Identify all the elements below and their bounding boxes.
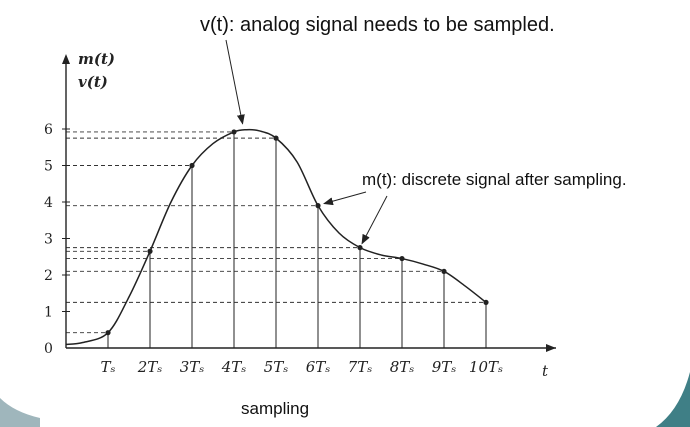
- sample-point: [273, 135, 279, 141]
- y-tick-label: 2: [44, 268, 53, 284]
- analog-curve: [65, 128, 487, 346]
- analog-arrow: [225, 39, 245, 125]
- y-axis-label-v: v(t): [78, 73, 108, 91]
- sample-point: [315, 203, 321, 209]
- y-tick-label: 3: [44, 232, 53, 248]
- x-tick-label: 2Tₛ: [137, 358, 163, 376]
- sample-point: [441, 268, 447, 274]
- sample-point: [147, 248, 153, 254]
- chart-caption: sampling: [241, 399, 310, 418]
- axes: [62, 54, 556, 352]
- x-tick-label: 4Tₛ: [221, 358, 247, 376]
- sample-point: [483, 299, 489, 305]
- x-tick-label: 5Tₛ: [264, 358, 289, 376]
- sample-point: [357, 245, 363, 251]
- y-tick-label: 6: [44, 122, 53, 138]
- x-tick-label: 3Tₛ: [180, 358, 205, 376]
- analog-annotation: v(t): analog signal needs to be sampled.: [200, 14, 555, 36]
- corner-left: [0, 398, 40, 427]
- x-axis-arrow: [546, 344, 556, 352]
- x-tick-label: 7Tₛ: [348, 358, 373, 376]
- x-tick-label: 10Tₛ: [469, 358, 503, 376]
- sample-points: [105, 129, 489, 336]
- y-tick-label: 4: [44, 195, 53, 211]
- x-tick-label: Tₛ: [100, 358, 115, 376]
- reference-lines: [66, 131, 487, 348]
- analog-signal: [65, 128, 487, 346]
- y-axis-label-m: m(t): [78, 50, 115, 68]
- y-axis-arrow: [62, 54, 70, 64]
- discrete-arrow-1: [323, 191, 367, 206]
- discrete-arrow-2: [361, 195, 388, 245]
- sample-point: [399, 255, 405, 262]
- sample-point: [189, 162, 195, 169]
- sample-point: [231, 129, 237, 135]
- y-tick-label: 0: [44, 341, 53, 357]
- y-tick-label: 5: [44, 159, 53, 175]
- x-tick-label: 6Tₛ: [306, 358, 331, 376]
- discrete-annotation: m(t): discrete signal after sampling.: [362, 170, 627, 189]
- sample-point: [105, 330, 111, 336]
- x-axis-label: t: [542, 362, 549, 380]
- x-tick-label: 9Tₛ: [432, 358, 457, 376]
- x-tick-label: 8Tₛ: [390, 358, 415, 376]
- y-tick-label: 1: [44, 305, 53, 321]
- corner-right: [656, 372, 690, 427]
- slide-decoration: [0, 372, 690, 427]
- annotation-arrows: [225, 39, 388, 245]
